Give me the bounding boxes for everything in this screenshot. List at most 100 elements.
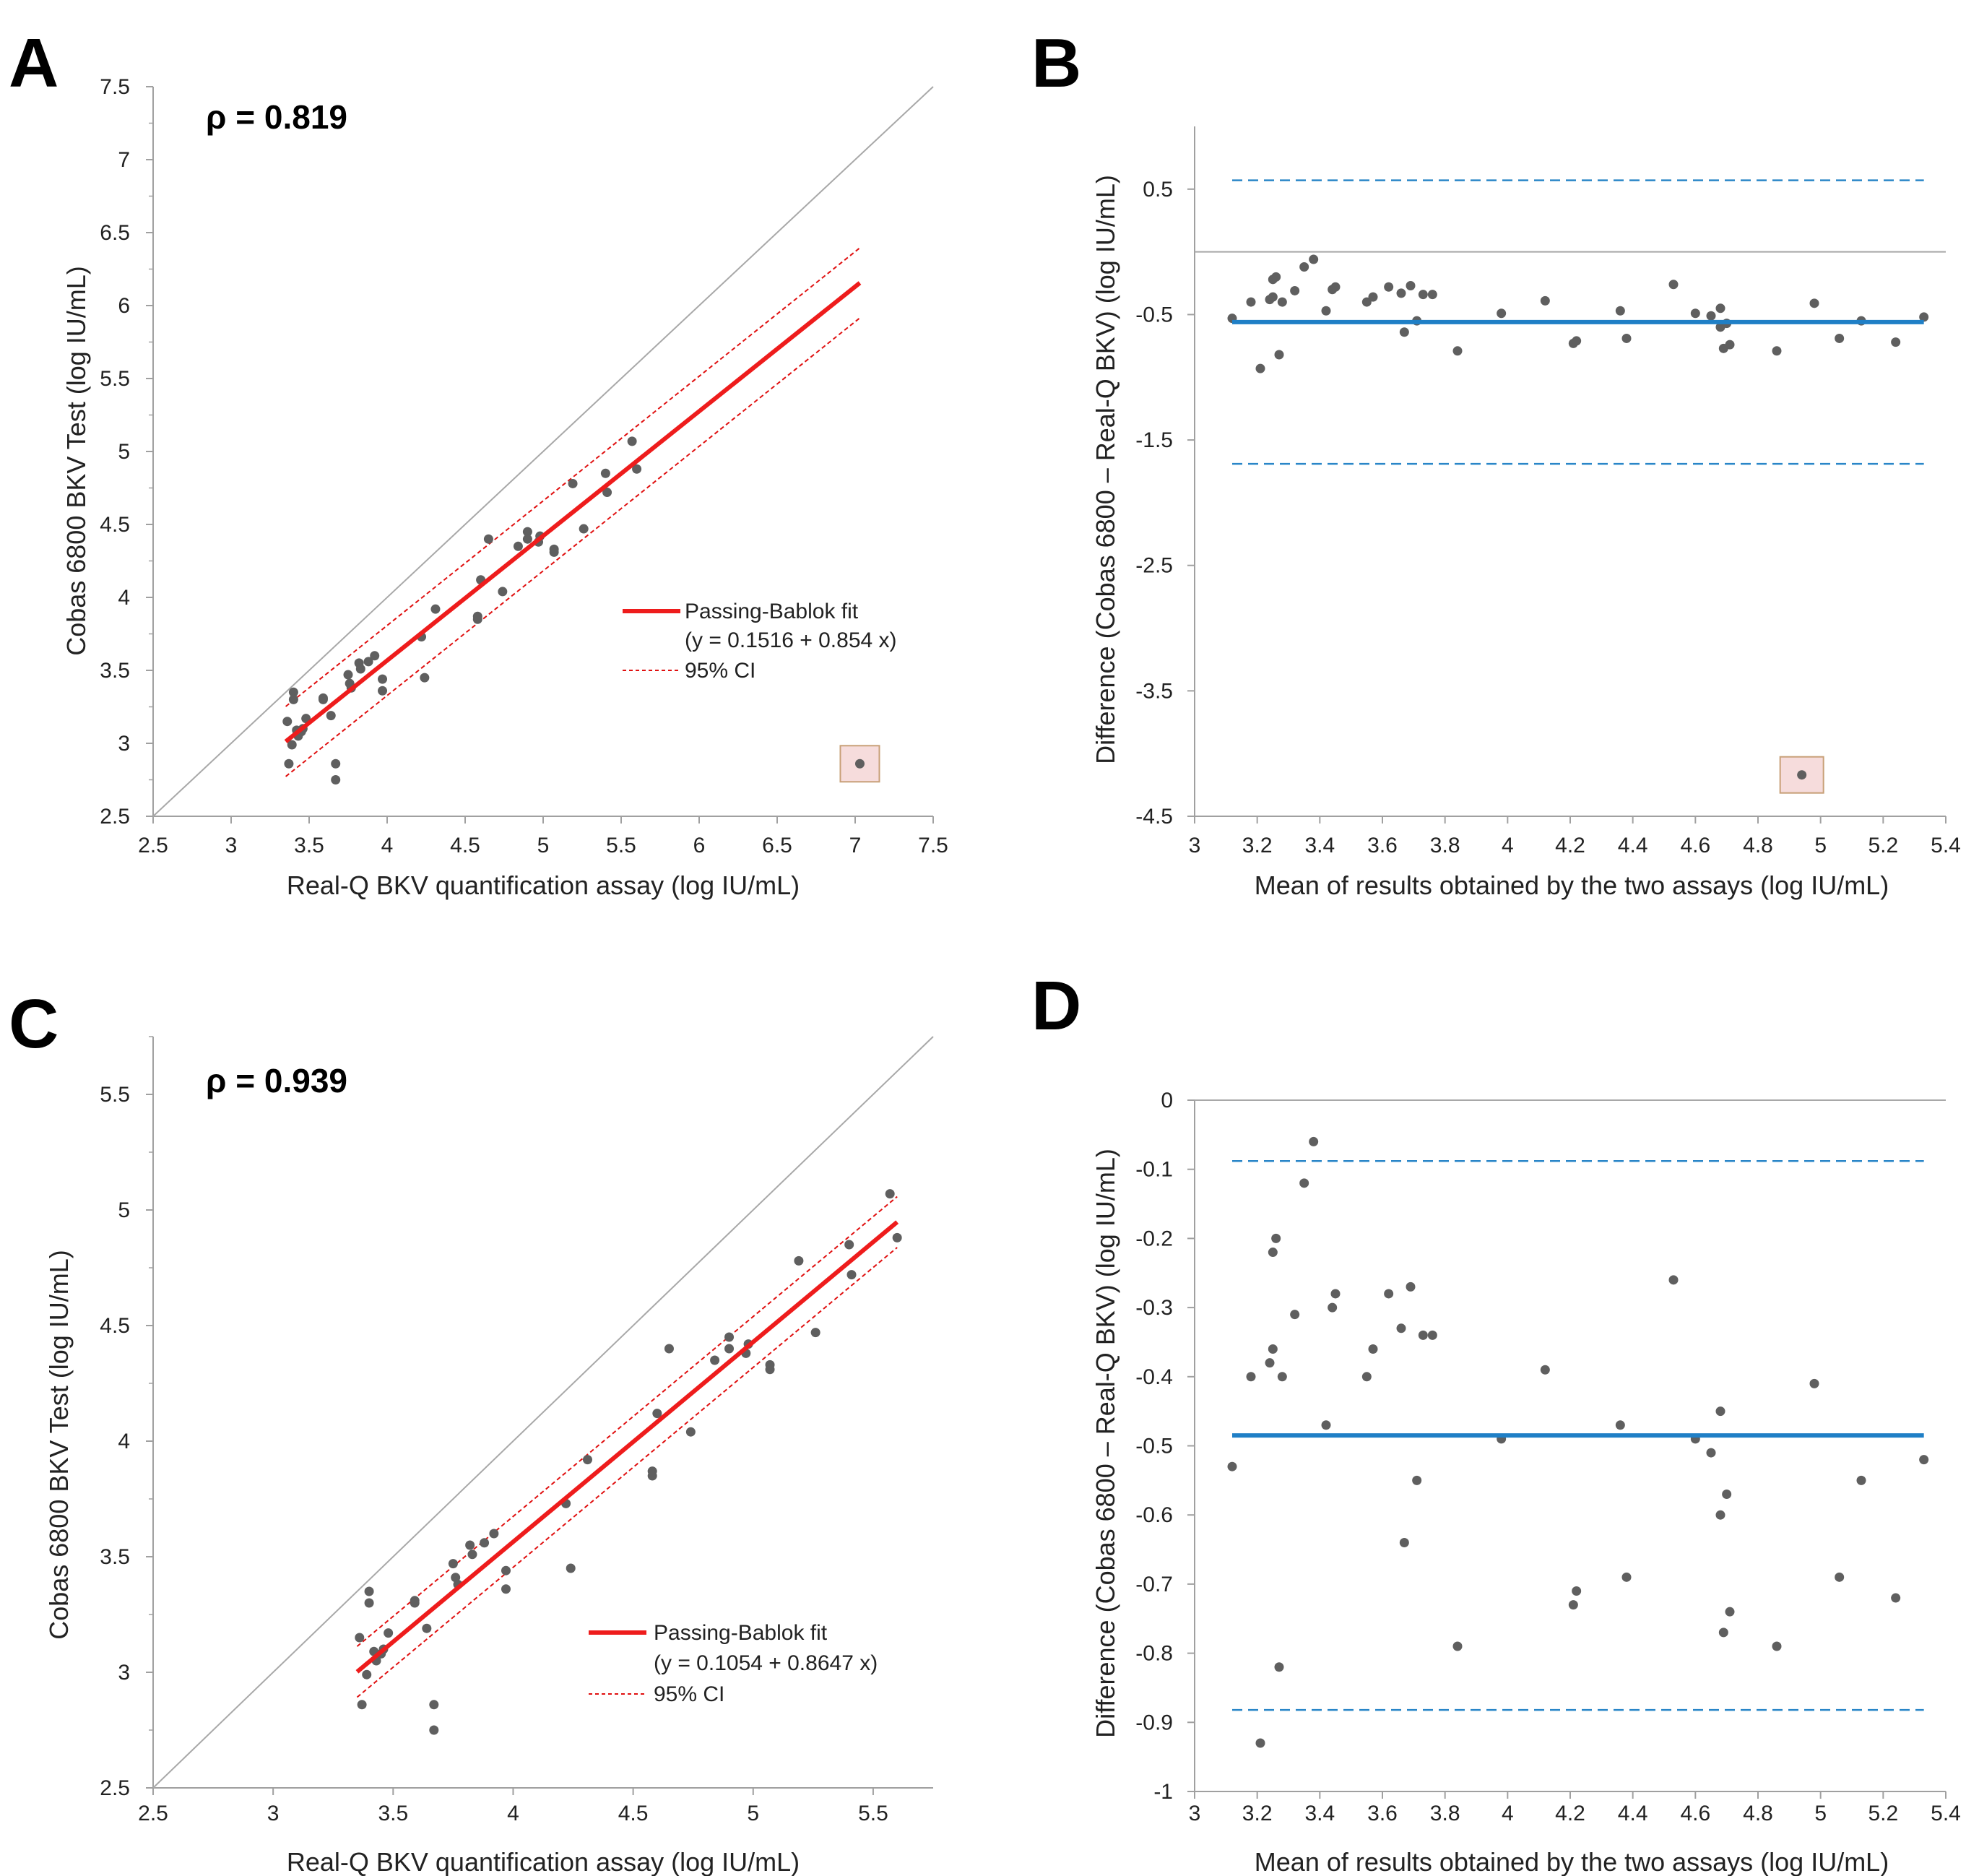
- data-point: [1255, 363, 1265, 373]
- data-point: [370, 651, 380, 661]
- x-tick-label: 3: [1189, 1802, 1201, 1825]
- data-point: [1452, 346, 1463, 356]
- data-point: [489, 1529, 499, 1539]
- x-tick-label: 3.4: [1304, 1802, 1335, 1825]
- x-tick-label: 5.4: [1931, 834, 1961, 857]
- outlier-point: [854, 758, 865, 769]
- data-point: [1725, 1607, 1735, 1617]
- data-point: [1856, 1475, 1866, 1485]
- x-axis-title-b: Mean of results obtained by the two assa…: [1255, 870, 1889, 900]
- x-tick-label: 7.5: [918, 834, 948, 857]
- x-axis-title-d: Mean of results obtained by the two assa…: [1255, 1847, 1889, 1876]
- passing-bablok-fit-line: [284, 281, 862, 743]
- x-tick-label: 3.8: [1430, 834, 1460, 857]
- panel-letter-a: A: [9, 25, 59, 102]
- panel-letter-d: D: [1031, 967, 1081, 1045]
- y-tick-label: 0.5: [1143, 178, 1173, 202]
- legend-ci-label-c: 95% CI: [654, 1682, 724, 1706]
- data-point: [1328, 1302, 1338, 1313]
- data-point: [357, 1700, 367, 1710]
- y-tick-label: 2.5: [100, 805, 130, 829]
- x-tick-label: 5.2: [1868, 1802, 1898, 1825]
- x-tick-label: 5: [1814, 1802, 1827, 1825]
- y-tick-label: -0.6: [1135, 1503, 1173, 1527]
- data-point: [1321, 306, 1331, 316]
- tick-labels-b: 3 3.2 3.4 3.6 3.8 4 4.2 4.4 4.6 4.8 5 5.2 5.4 0.5 -0.5…: [1135, 178, 1961, 857]
- data-point: [1668, 1275, 1679, 1285]
- x-tick-label: 3: [1189, 834, 1201, 857]
- data-point: [1277, 297, 1287, 307]
- data-point: [1274, 350, 1284, 360]
- y-tick-label: -0.1: [1135, 1158, 1173, 1182]
- data-point: [448, 1559, 458, 1569]
- plot-area-c: [146, 1036, 934, 1795]
- data-point: [1309, 254, 1319, 264]
- panel-letter-c: C: [9, 985, 59, 1063]
- ci-upper-line: [356, 1196, 898, 1647]
- data-point: [582, 1455, 592, 1465]
- data-point: [501, 1565, 511, 1575]
- data-point: [1268, 1248, 1278, 1258]
- data-point: [724, 1344, 735, 1354]
- data-point: [885, 1189, 895, 1199]
- y-axis-title-c: Cobas 6800 BKV Test (log IU/mL): [44, 1250, 74, 1640]
- data-point: [1412, 1475, 1422, 1485]
- x-tick-label: 5: [537, 834, 550, 857]
- tick-labels-d: 3 3.2 3.4 3.6 3.8 4 4.2 4.4 4.6 4.8 5 5.2 5.4 0 -0.1 -0…: [1135, 1089, 1961, 1825]
- x-tick-label: 4.4: [1618, 1802, 1648, 1825]
- data-point: [579, 524, 589, 534]
- data-point: [282, 717, 293, 727]
- x-tick-label: 5.5: [858, 1802, 888, 1825]
- data-point: [429, 1700, 439, 1710]
- data-point: [1891, 337, 1901, 347]
- tick-labels-c: 2.5 3 3.5 4 4.5 5 5.5 2.5 3 3.5 4 4.5 5 5.5: [100, 1083, 888, 1825]
- data-point: [600, 468, 610, 478]
- x-tick-label: 3.5: [378, 1802, 408, 1825]
- x-tick-label: 5: [747, 1802, 759, 1825]
- x-tick-label: 6.5: [762, 834, 792, 857]
- data-point: [1227, 1461, 1237, 1471]
- y-tick-label: 6.5: [100, 221, 130, 245]
- data-point: [1919, 312, 1929, 322]
- data-point: [1299, 261, 1309, 272]
- data-point: [1396, 1323, 1406, 1333]
- data-point: [1725, 340, 1735, 350]
- x-tick-label: 4.6: [1680, 1802, 1710, 1825]
- y-tick-label: 5.5: [100, 1083, 130, 1107]
- plot-area-b: [1187, 126, 1946, 824]
- data-point: [355, 1633, 365, 1643]
- ci-lower-line: [356, 1247, 898, 1698]
- data-point: [1399, 1537, 1409, 1547]
- x-tick-label: 4.2: [1555, 834, 1585, 857]
- data-point: [429, 1725, 439, 1735]
- x-tick-label: 2.5: [138, 1802, 168, 1825]
- data-point: [1540, 295, 1550, 306]
- x-tick-label: 3.8: [1430, 1802, 1460, 1825]
- y-tick-label: 5: [118, 1198, 130, 1222]
- y-tick-label: 4.5: [100, 513, 130, 537]
- x-tick-label: 4: [1502, 1802, 1514, 1825]
- data-point: [892, 1232, 902, 1242]
- data-point: [1718, 1628, 1728, 1638]
- data-point: [1271, 272, 1281, 282]
- y-tick-label: -0.5: [1135, 303, 1173, 327]
- x-tick-label: 3.2: [1242, 834, 1273, 857]
- data-point: [627, 436, 637, 446]
- panel-c: C ρ = 0.939 Real-Q BKV quantification as…: [9, 985, 934, 1876]
- y-tick-label: -1.5: [1135, 428, 1173, 452]
- legend-fit-label-a: Passing-Bablok fit: [685, 600, 859, 623]
- data-point: [483, 534, 493, 544]
- data-point: [1330, 1289, 1341, 1299]
- data-point: [1427, 290, 1437, 300]
- data-point: [326, 711, 336, 721]
- data-point: [1772, 346, 1782, 356]
- x-axis-title-a: Real-Q BKV quantification assay (log IU/…: [287, 870, 800, 900]
- data-point: [1265, 1358, 1275, 1368]
- x-tick-label: 4.4: [1618, 834, 1648, 857]
- data-point: [355, 664, 365, 674]
- data-point: [1271, 1233, 1281, 1243]
- data-point: [1615, 306, 1625, 316]
- data-point: [1427, 1330, 1437, 1340]
- x-tick-label: 5.5: [606, 834, 636, 857]
- y-tick-label: 4: [118, 586, 130, 610]
